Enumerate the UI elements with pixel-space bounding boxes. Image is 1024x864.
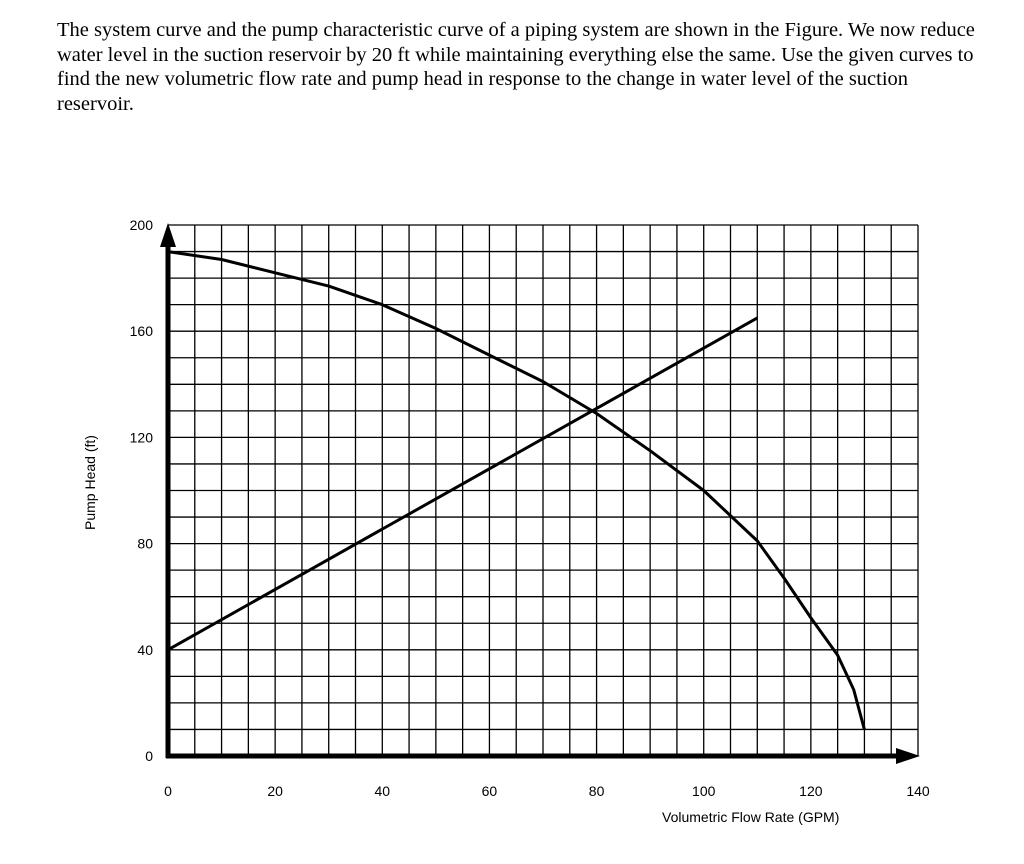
problem-statement: The system curve and the pump characteri…	[57, 19, 975, 115]
y-axis-arrow-icon	[160, 223, 176, 247]
system-curve	[167, 316, 759, 652]
grid	[167, 224, 919, 757]
y-tick-label: 80	[137, 536, 153, 552]
x-tick-label: 40	[374, 783, 390, 799]
x-tick-label: 140	[906, 783, 930, 799]
y-tick-label: 40	[137, 642, 153, 658]
x-tick-label: 60	[482, 783, 498, 799]
y-axis-label: Pump Head (ft)	[82, 435, 98, 530]
axes	[160, 223, 920, 764]
y-tick-label: 0	[145, 748, 153, 764]
y-tick-label: 120	[130, 429, 154, 445]
tick-labels: 0 20 40 60 80 100 120 140 0 40 80 120 160 200	[130, 217, 930, 799]
y-tick-label: 200	[130, 217, 154, 233]
x-axis-label: Volumetric Flow Rate (GPM)	[662, 809, 839, 825]
x-tick-label: 20	[267, 783, 283, 799]
pump-characteristic-curve	[167, 250, 866, 730]
x-tick-label: 80	[589, 783, 605, 799]
y-tick-label: 160	[130, 323, 154, 339]
x-tick-label: 100	[692, 783, 716, 799]
x-tick-label: 0	[164, 783, 172, 799]
x-tick-label: 120	[799, 783, 823, 799]
curves	[167, 250, 866, 730]
x-axis-arrow-icon	[896, 748, 920, 764]
